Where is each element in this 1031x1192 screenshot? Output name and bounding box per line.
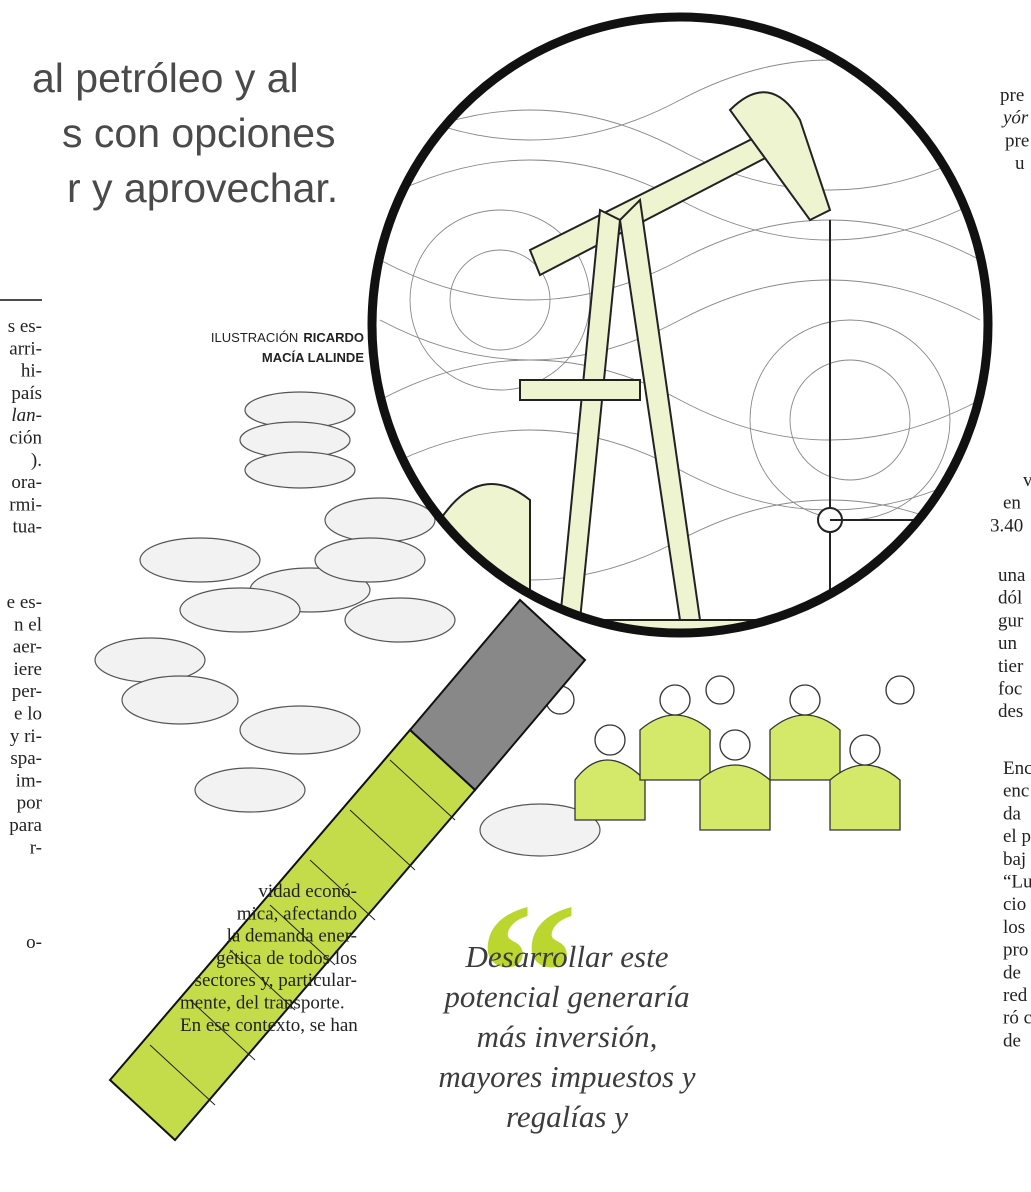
column-text-line: tier bbox=[998, 656, 1024, 677]
column-text-line: e es- bbox=[7, 592, 42, 613]
column-text-line: sectores y, particular- bbox=[195, 970, 357, 991]
pull-quote-line: más inversión, bbox=[477, 1019, 658, 1054]
column-text-line: o- bbox=[26, 932, 42, 953]
column-text-line: aer- bbox=[13, 637, 42, 658]
credit-name: MACÍA LALINDE bbox=[262, 350, 364, 365]
column-text-line: tua- bbox=[12, 517, 42, 538]
column-text-line: los bbox=[1003, 917, 1025, 938]
column-text-line: “Lu bbox=[1003, 872, 1031, 893]
column-text-line: dól bbox=[998, 588, 1022, 609]
column-text-line: la demanda ener- bbox=[227, 926, 357, 947]
column-text-line: una bbox=[998, 565, 1026, 586]
column-text-line: gética de todos los bbox=[216, 948, 357, 969]
pull-quote-line: potencial generaría bbox=[442, 979, 689, 1014]
column-text-line: ción bbox=[9, 428, 42, 449]
column-text-line: mica, afectando bbox=[237, 903, 357, 924]
column-text-line: el p bbox=[1003, 826, 1031, 847]
column-text-line: de bbox=[1003, 1030, 1021, 1051]
column-text-line: cio bbox=[1003, 894, 1026, 915]
column-text-line: vidad econó- bbox=[258, 881, 357, 902]
column-text-line: red bbox=[1003, 985, 1028, 1006]
column-text-line: para bbox=[9, 815, 42, 836]
column-text-line: r- bbox=[30, 837, 42, 858]
credit-line: ILUSTRACIÓN RICARDO bbox=[211, 330, 364, 345]
column-text-line: lan- bbox=[11, 405, 42, 426]
pull-quote-line: regalías y bbox=[506, 1099, 628, 1134]
column-text-line: mente, del transporte. bbox=[180, 993, 345, 1014]
column-text-line: pro bbox=[1003, 940, 1028, 961]
column-text-line: ). bbox=[31, 450, 42, 471]
headline-line: al petróleo y al bbox=[32, 55, 299, 101]
page: Magazine page { "headline": {"lines": ["… bbox=[0, 0, 1031, 1192]
column-text-line: ró c bbox=[1003, 1008, 1031, 1029]
headline-line: r y aprovechar. bbox=[67, 165, 338, 211]
column-text-line: per- bbox=[12, 681, 42, 702]
column-text-line: baj bbox=[1003, 849, 1026, 870]
column-text-line: rmi- bbox=[9, 494, 42, 515]
column-text-line: v bbox=[1023, 470, 1031, 491]
column-text-line: n el bbox=[14, 614, 42, 635]
column-text-line: y ri- bbox=[10, 726, 42, 747]
page-canvas: “ ILUSTRACIÓNRICARDO MACÍA LALINDE al pe… bbox=[0, 0, 1031, 1192]
column-text-line: pre bbox=[1000, 85, 1024, 106]
column-text-line: u bbox=[1015, 153, 1025, 174]
column-text-line: pre bbox=[1005, 130, 1029, 151]
column-text-line: enc bbox=[1003, 781, 1029, 802]
column-text-line: e lo bbox=[14, 704, 42, 725]
column-text-line: iere bbox=[14, 659, 42, 680]
column-text-line: s es- bbox=[8, 316, 42, 337]
headline-line: s con opciones bbox=[62, 110, 336, 156]
column-text-line: im- bbox=[16, 770, 42, 791]
column-text-line: gur bbox=[998, 610, 1024, 631]
lens-illustration bbox=[372, 17, 990, 680]
column-text-line: des bbox=[998, 701, 1023, 722]
column-text-line: un bbox=[998, 633, 1018, 654]
pull-quote-line: mayores impuestos y bbox=[438, 1059, 695, 1094]
workers-illustration bbox=[546, 676, 914, 830]
column-text-line: da bbox=[1003, 803, 1022, 824]
column-text-line: por bbox=[17, 793, 43, 814]
column-text-line: foc bbox=[998, 679, 1022, 700]
column-text-line: país bbox=[11, 383, 42, 404]
body: “ ILUSTRACIÓNRICARDO MACÍA LALINDE al pe… bbox=[0, 0, 1031, 1192]
column-text-line: de bbox=[1003, 962, 1021, 983]
column-text-line: Enc bbox=[1003, 758, 1031, 779]
column-text-line: ora- bbox=[11, 472, 42, 493]
credit-name: RICARDO bbox=[303, 330, 364, 345]
column-text-line: yór bbox=[1001, 108, 1029, 129]
column-text-line: arri- bbox=[9, 338, 42, 359]
column-text-line: spa- bbox=[10, 748, 42, 769]
column-text-line: en bbox=[1003, 493, 1021, 514]
column-text-line: En ese contexto, se han bbox=[180, 1015, 358, 1036]
column-text-line: 3.40 bbox=[990, 515, 1023, 536]
pull-quote-line: Desarrollar este bbox=[465, 939, 669, 974]
credit-label: ILUSTRACIÓN bbox=[211, 330, 298, 345]
column-text-line: hi- bbox=[21, 361, 42, 382]
